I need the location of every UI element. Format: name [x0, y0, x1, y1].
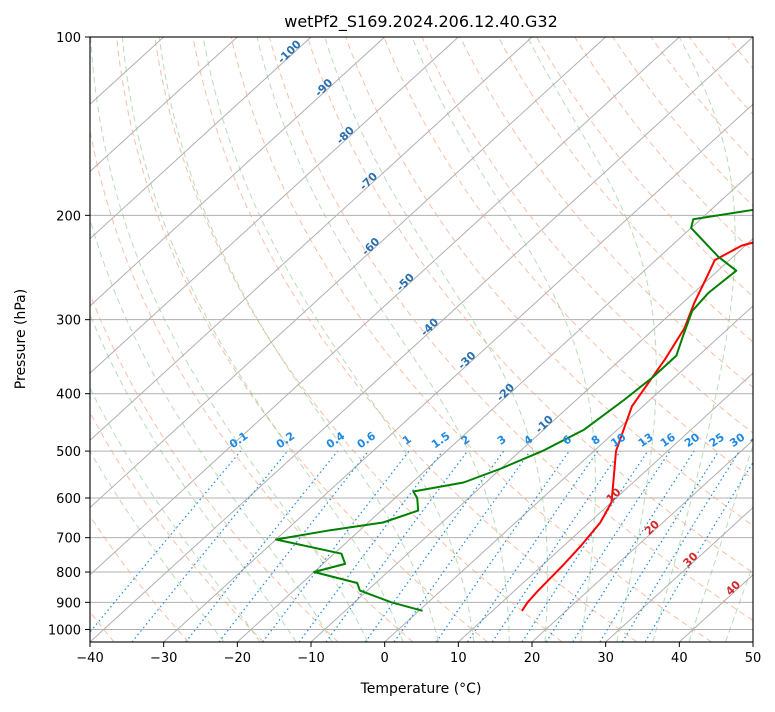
- y-tick-label: 100: [56, 31, 81, 46]
- x-tick-label: 0: [381, 651, 389, 666]
- x-tick-label: −20: [224, 651, 251, 666]
- x-axis-label: Temperature (°C): [360, 681, 482, 697]
- x-tick-label: −10: [297, 651, 324, 666]
- y-tick-label: 700: [56, 532, 81, 547]
- y-tick-label: 1000: [48, 623, 81, 638]
- y-tick-label: 400: [56, 388, 81, 403]
- y-tick-label: 200: [56, 209, 81, 224]
- x-tick-label: 10: [450, 651, 467, 666]
- x-tick-label: 40: [671, 651, 688, 666]
- x-tick-label: −40: [76, 651, 103, 666]
- x-tick-label: 30: [597, 651, 614, 666]
- y-tick-label: 300: [56, 314, 81, 329]
- x-tick-label: 50: [745, 651, 762, 666]
- y-tick-label: 900: [56, 596, 81, 611]
- x-tick-label: −30: [150, 651, 177, 666]
- y-axis-label: Pressure (hPa): [13, 289, 29, 389]
- y-tick-label: 800: [56, 566, 81, 581]
- x-tick-label: 20: [524, 651, 541, 666]
- y-tick-label: 500: [56, 445, 81, 460]
- chart-title: wetPf2_S169.2024.206.12.40.G32: [284, 12, 558, 32]
- y-tick-label: 600: [56, 492, 81, 507]
